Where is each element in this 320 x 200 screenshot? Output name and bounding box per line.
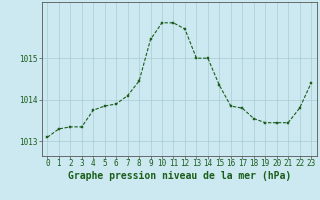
X-axis label: Graphe pression niveau de la mer (hPa): Graphe pression niveau de la mer (hPa) — [68, 171, 291, 181]
